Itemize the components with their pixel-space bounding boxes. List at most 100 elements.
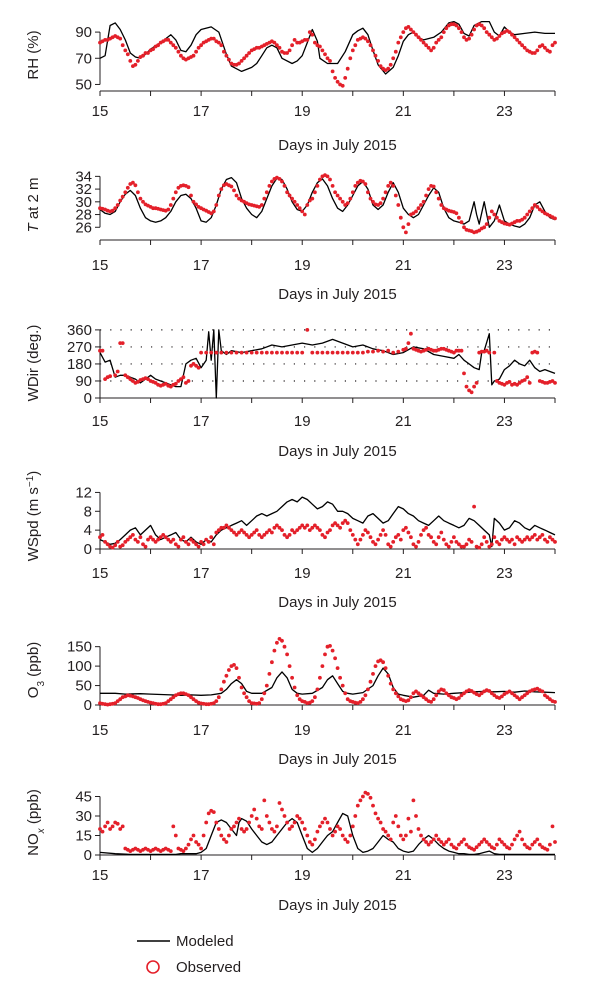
observed-point: [214, 699, 219, 703]
observed-point: [527, 846, 532, 851]
observed-point: [462, 544, 466, 549]
x-tick-label: 21: [395, 257, 412, 274]
observed-point: [310, 525, 315, 530]
observed-point: [267, 672, 272, 676]
observed-point: [118, 827, 123, 831]
observed-point: [313, 40, 317, 45]
observed-point: [285, 190, 289, 195]
observed-point: [290, 350, 294, 355]
observed-point: [234, 820, 239, 825]
x-tick-label: 17: [193, 867, 210, 884]
observed-point: [335, 824, 340, 829]
observed-point: [275, 824, 279, 829]
observed-point: [146, 377, 150, 381]
observed-point: [361, 533, 365, 537]
observed-point: [280, 350, 284, 355]
observed-point: [272, 525, 277, 530]
observed-point: [434, 542, 439, 547]
observed-point: [244, 827, 249, 831]
observed-point: [323, 816, 327, 821]
observed-point: [196, 365, 201, 370]
observed-point: [421, 528, 426, 532]
observed-point: [254, 816, 259, 821]
observed-point: [411, 691, 416, 696]
observed-point: [366, 190, 370, 195]
observed-point: [507, 540, 512, 544]
observed-point: [467, 537, 471, 542]
observed-point: [196, 842, 201, 847]
observed-point: [393, 814, 398, 818]
observed-point: [259, 697, 264, 702]
observed-point: [366, 39, 370, 44]
x-tick-label: 23: [496, 722, 513, 739]
observed-point: [222, 679, 226, 684]
observed-point: [424, 525, 428, 530]
observed-point: [141, 53, 145, 58]
x-tick-label: 15: [92, 867, 109, 884]
y-tick-label: 0: [84, 541, 92, 558]
observed-point: [361, 697, 365, 702]
observed-point: [492, 846, 497, 851]
observed-point: [270, 350, 274, 355]
observed-point: [191, 362, 196, 366]
observed-point: [404, 525, 408, 530]
y-tick-label: 90: [75, 24, 92, 41]
observed-point: [454, 23, 459, 28]
observed-point: [368, 795, 373, 800]
y-tick-label: 90: [75, 373, 92, 390]
observed-point: [371, 540, 375, 544]
observed-point: [358, 798, 363, 803]
y-axis-title: O3 (ppb): [25, 642, 47, 698]
observed-point: [115, 540, 120, 544]
observed-point: [537, 207, 542, 212]
observed-point: [388, 180, 393, 185]
observed-point: [502, 842, 507, 847]
observed-point: [262, 196, 267, 201]
observed-point: [141, 542, 145, 547]
observed-point: [431, 184, 436, 189]
observed-point: [168, 849, 173, 853]
observed-point: [290, 196, 294, 201]
observed-point: [186, 379, 191, 383]
observed-point: [257, 701, 262, 705]
observed-point: [313, 190, 317, 195]
observed-point: [307, 528, 312, 532]
observed-point: [335, 523, 340, 528]
observed-point: [393, 193, 398, 198]
observed-point: [181, 535, 186, 540]
observed-point: [396, 694, 401, 699]
observed-point: [495, 540, 499, 544]
observed-point: [166, 207, 171, 212]
observed-point: [459, 840, 464, 844]
observed-point: [515, 833, 519, 838]
observed-point: [421, 199, 426, 204]
observed-point: [297, 816, 302, 821]
observed-point: [287, 827, 292, 831]
observed-point: [340, 683, 345, 688]
observed-point: [363, 693, 368, 698]
observed-point: [168, 203, 173, 207]
observed-point: [237, 675, 241, 680]
observed-point: [290, 528, 294, 532]
y-tick-label: 32: [75, 181, 92, 198]
observed-point: [350, 824, 355, 829]
observed-point: [512, 837, 517, 842]
observed-point: [371, 803, 375, 808]
observed-point: [108, 374, 112, 379]
observed-point: [315, 687, 320, 692]
panel-rh: 50 70 90 15 17 19 21 23 Days in July 2015 RH (%): [25, 20, 557, 154]
observed-point: [472, 27, 476, 32]
observed-point: [277, 525, 282, 530]
observed-point: [219, 833, 224, 838]
observed-point: [257, 205, 262, 209]
observed-point: [553, 840, 557, 844]
observed-point: [227, 525, 231, 530]
observed-point: [507, 846, 512, 851]
observed-point: [530, 842, 535, 847]
observed-point: [310, 350, 315, 355]
observed-point: [302, 827, 307, 831]
observed-point: [543, 537, 547, 542]
observed-point: [224, 350, 229, 355]
